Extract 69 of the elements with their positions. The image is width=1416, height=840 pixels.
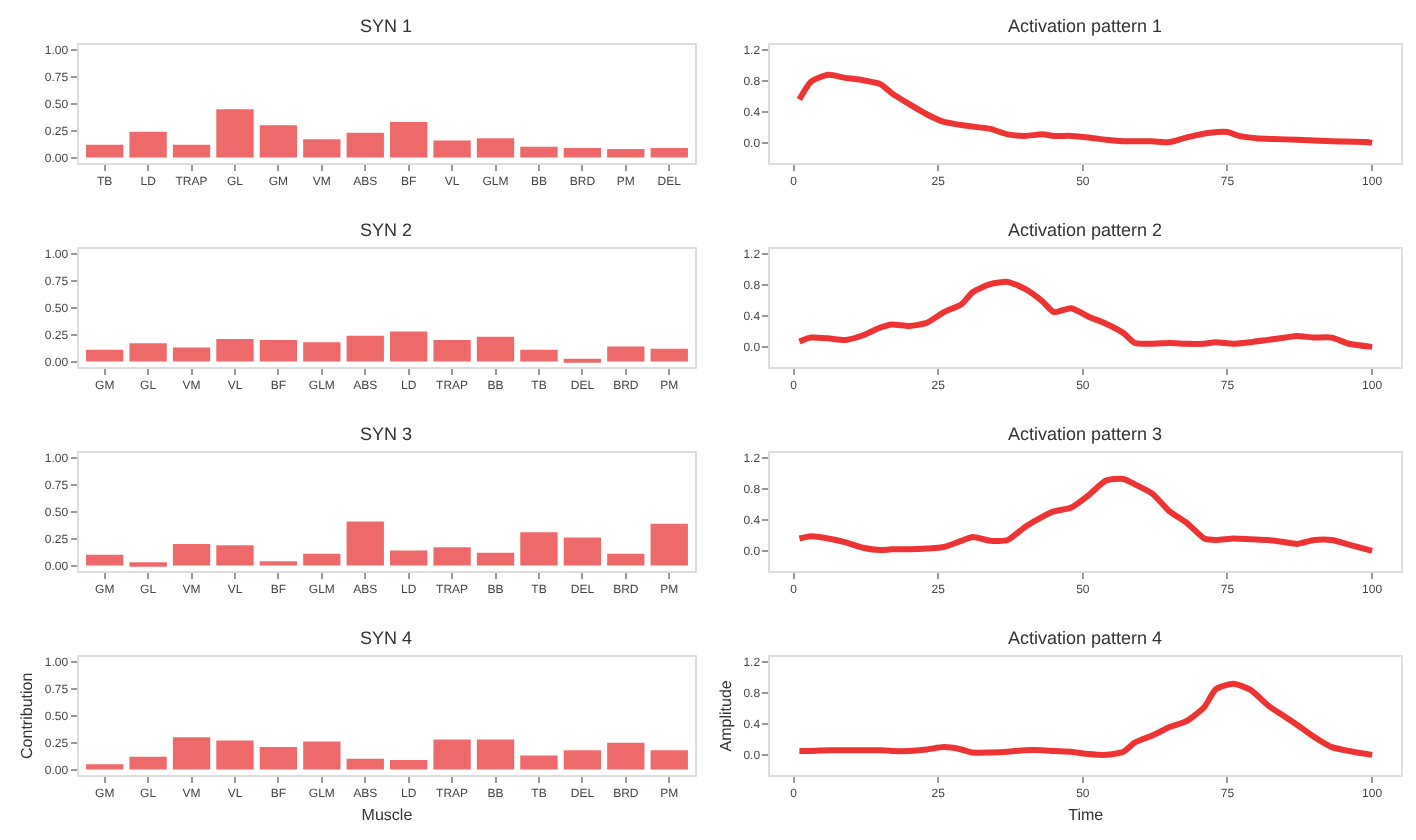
chart-title: Activation pattern 2 bbox=[1008, 220, 1163, 240]
line-series bbox=[796, 475, 1376, 554]
bar bbox=[433, 340, 471, 362]
x-axis-title: Muscle bbox=[361, 805, 414, 824]
bar bbox=[86, 144, 124, 158]
bar bbox=[390, 759, 428, 770]
bar bbox=[433, 739, 471, 770]
chart-title: Activation pattern 3 bbox=[1008, 424, 1163, 444]
bar bbox=[129, 131, 167, 158]
line-series bbox=[796, 680, 1376, 758]
line-series bbox=[796, 278, 1376, 350]
bar bbox=[129, 343, 167, 362]
bar bbox=[303, 342, 341, 362]
bar bbox=[303, 741, 341, 770]
bar bbox=[650, 750, 688, 770]
bar bbox=[216, 339, 254, 362]
bar bbox=[216, 109, 254, 158]
bar bbox=[303, 553, 341, 566]
bar bbox=[172, 544, 211, 566]
bar bbox=[390, 331, 428, 362]
bar bbox=[346, 132, 384, 158]
bar bbox=[563, 147, 602, 158]
bar bbox=[520, 146, 558, 158]
y-axis-title: Contribution bbox=[18, 672, 37, 759]
line-series bbox=[796, 71, 1376, 146]
bar bbox=[346, 758, 384, 770]
bar bbox=[86, 349, 124, 362]
bar bbox=[390, 122, 428, 158]
bar bbox=[172, 347, 211, 362]
bar bbox=[172, 737, 211, 770]
bar bbox=[607, 148, 645, 158]
y-axis-title: Amplitude bbox=[716, 679, 735, 752]
bar bbox=[216, 545, 254, 566]
bar bbox=[129, 756, 167, 770]
bar bbox=[650, 523, 688, 566]
bar bbox=[607, 346, 645, 362]
chart-title: SYN 1 bbox=[360, 16, 413, 36]
chart-title: Activation pattern 4 bbox=[1008, 628, 1163, 648]
bar bbox=[607, 553, 645, 566]
bar bbox=[433, 140, 471, 158]
bar bbox=[476, 739, 515, 770]
bar bbox=[476, 138, 515, 158]
x-axis-title: Time bbox=[1068, 805, 1105, 824]
bar bbox=[607, 742, 645, 770]
bar bbox=[520, 532, 558, 566]
bar bbox=[172, 144, 211, 158]
bar bbox=[346, 335, 384, 362]
bar bbox=[476, 552, 515, 566]
bar bbox=[86, 764, 124, 770]
bar bbox=[520, 755, 558, 770]
bar bbox=[563, 537, 602, 566]
bar bbox=[650, 147, 688, 158]
bar bbox=[563, 750, 602, 770]
bar bbox=[520, 349, 558, 362]
chart-title: SYN 2 bbox=[360, 220, 413, 240]
bar bbox=[216, 740, 254, 770]
bar bbox=[650, 348, 688, 362]
chart-title: SYN 3 bbox=[360, 424, 413, 444]
bar bbox=[346, 521, 384, 566]
bar bbox=[86, 554, 124, 566]
bar bbox=[259, 340, 298, 362]
bar bbox=[259, 747, 298, 770]
bar bbox=[476, 336, 515, 362]
chart-title: SYN 4 bbox=[360, 628, 413, 648]
bar bbox=[433, 547, 471, 566]
bar bbox=[303, 139, 341, 158]
chart-title: Activation pattern 1 bbox=[1008, 16, 1163, 36]
bar bbox=[390, 550, 428, 566]
bar bbox=[259, 125, 298, 158]
